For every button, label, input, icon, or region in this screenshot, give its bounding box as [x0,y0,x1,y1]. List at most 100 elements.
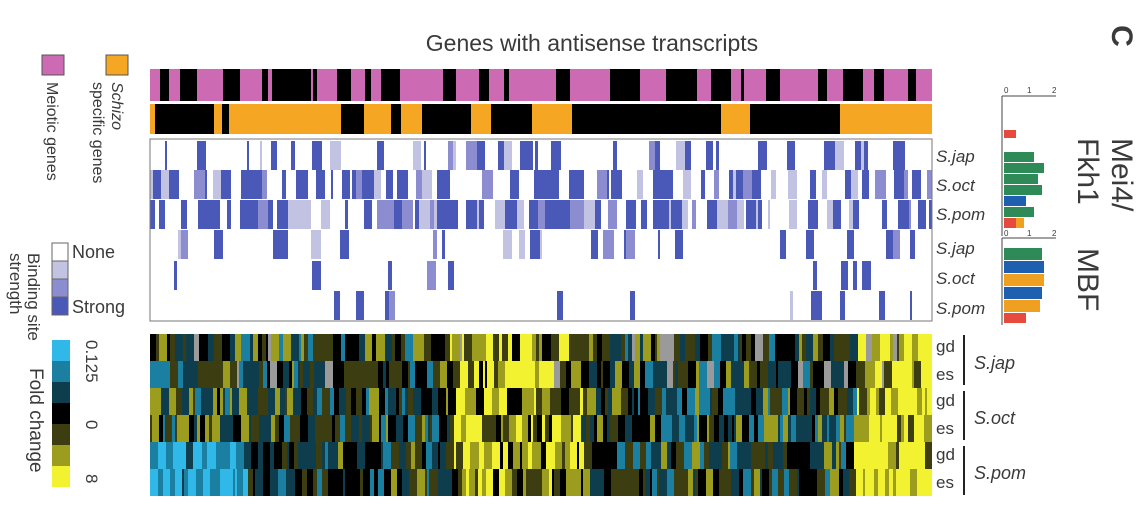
fold-change-cell [223,361,230,388]
binding-cell [331,170,333,199]
fold-change-cell [389,361,394,388]
fold-change-cell [468,361,474,388]
meiotic-track-segment [272,69,284,101]
meiotic-track-segment [618,69,628,101]
fold-change-cell [176,388,182,415]
binding-cell [882,200,887,229]
fold-change-cell [640,388,648,415]
fold-change-cell [384,469,391,496]
meiotic-track-segment [351,69,355,101]
fold-change-cell [904,415,908,442]
fold-change-cell [216,442,219,469]
fold-change-cell [235,469,237,496]
meiotic-track-segment [766,69,770,101]
fold-change-cell [186,442,193,469]
fold-change-cell [581,361,589,388]
fold-change-cell [503,469,505,496]
fold-change-cell [492,388,497,415]
schizo-track-segment [904,104,932,134]
fold-change-cell [333,334,341,361]
fold-change-cell [302,469,307,496]
fold-change-cell [910,469,917,496]
meiotic-track-segment [324,69,337,101]
fold-change-cell [472,334,480,361]
fold-change-cell [460,388,465,415]
fold-change-cell [609,442,617,469]
binding-cell [898,200,909,229]
fold-change-cell [555,442,562,469]
fold-change-cell [408,361,410,388]
fold-change-cell [599,442,602,469]
fold-change-cell [429,388,432,415]
fold-change-cell [154,388,161,415]
fold-change-cell [440,361,444,388]
meiotic-track-segment [371,69,381,101]
fold-change-cell [507,388,515,415]
binding-cell [899,141,905,170]
fc-legend-swatch [52,424,70,445]
fold-change-cell [413,334,421,361]
fold-change-cell [486,388,492,415]
fold-change-cell [365,442,371,469]
schizo-track-segment [650,104,656,134]
fold-change-cell [625,442,633,469]
fold-change-cell [536,334,539,361]
fold-change-cell [667,361,673,388]
fold-change-cell [186,334,189,361]
fold-change-cell [879,388,885,415]
binding-cell [611,170,622,199]
fold-change-cell [581,469,583,496]
fold-change-cell [206,388,213,415]
fold-change-cell [156,361,162,388]
fold-change-cell [653,361,657,388]
fold-change-cell [929,388,932,415]
fold-change-cell [255,388,258,415]
fold-change-cell [415,361,423,388]
fold-change-cell [309,442,316,469]
fold-change-cell [630,469,632,496]
fold-change-cell [383,442,389,469]
fold-change-cell [643,469,645,496]
fold-change-cell [742,334,746,361]
binding-cell [685,141,691,170]
fold-change-cell [298,442,303,469]
fold-change-cell [789,442,794,469]
binding-cell [385,291,389,320]
binding-cell [555,200,561,229]
fold-change-cell [492,415,496,442]
binding-cell [402,200,413,229]
fold-change-cell [239,361,243,388]
fold-change-cell [735,388,738,415]
binding-cell [624,230,626,259]
fold-change-cell [905,361,912,388]
fold-change-cell [635,334,640,361]
fold-change-cell [300,361,303,388]
fold-change-cell [622,361,629,388]
meiotic-track-segment [591,69,596,101]
fold-change-cell [799,334,802,361]
fold-change-cell [313,388,317,415]
fold-change-cell [890,334,893,361]
fold-change-cell [182,469,184,496]
binding-cell [714,170,719,199]
fold-change-cell [374,469,376,496]
meiotic-track-segment [613,69,618,101]
fold-change-cell [487,361,494,388]
fold-change-cell [172,415,175,442]
fold-change-cell [674,334,680,361]
fold-change-cell [209,415,212,442]
binding-cell [334,291,340,320]
fold-change-cell [856,469,863,496]
fold-change-cell [583,334,589,361]
fold-change-cell [724,415,728,442]
fold-change-cell [156,334,159,361]
binding-cell [356,170,362,199]
binding-cell [221,170,231,199]
fold-change-cell [509,415,516,442]
binding-cell [281,230,288,259]
fold-change-cell [350,361,354,388]
fold-change-cell [175,469,182,496]
fold-change-cell [460,334,462,361]
binding-legend-weak-swatch [51,260,69,280]
